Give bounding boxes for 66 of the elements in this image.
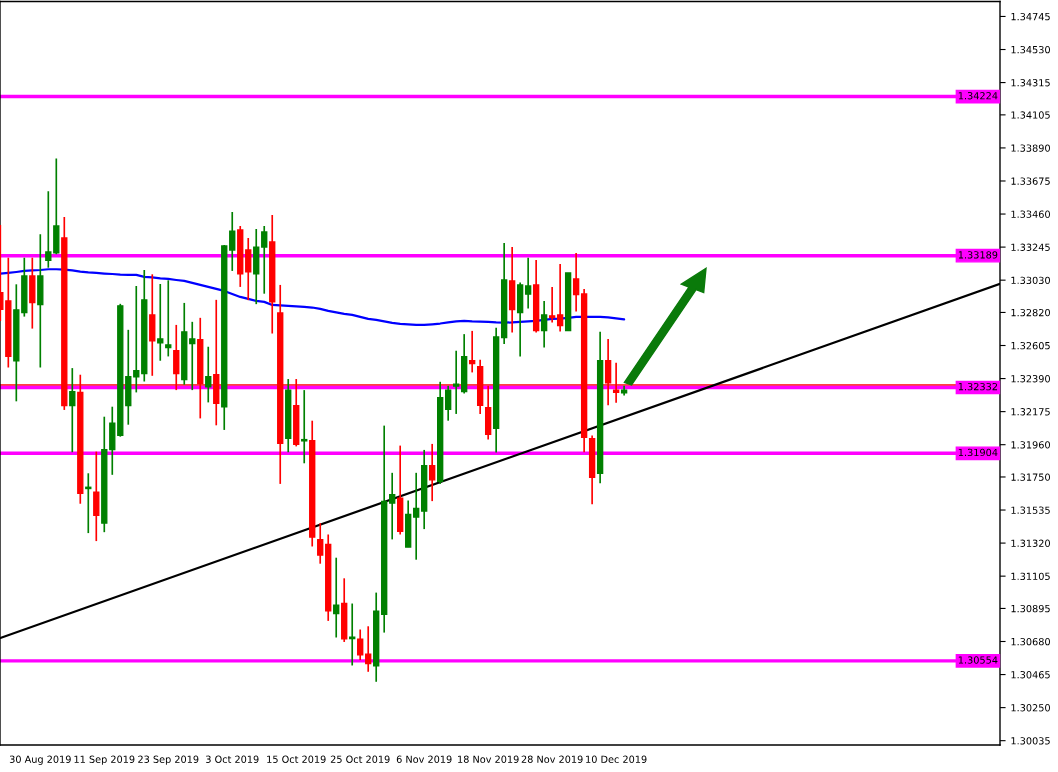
- y-tick-label: 1.30895: [1011, 604, 1050, 613]
- ref-line-label: 1.33189: [958, 251, 998, 259]
- candlestick: [229, 211, 236, 272]
- candlestick: [349, 602, 356, 667]
- candlestick: [45, 190, 52, 269]
- y-tick-label: 1.33675: [1011, 177, 1050, 185]
- y-tick-label: 1.32175: [1011, 408, 1050, 416]
- candlestick: [69, 367, 76, 454]
- y-tick-label: 1.31105: [1011, 572, 1050, 580]
- y-tick-label: 1.32605: [1011, 341, 1050, 350]
- candlestick: [365, 625, 372, 673]
- y-tick-label: 1.32820: [1011, 308, 1050, 317]
- ref-line-label: 1.30554: [958, 656, 998, 664]
- y-tick-label: 1.33460: [1011, 210, 1050, 218]
- y-tick-label: 1.33030: [1011, 276, 1050, 284]
- candlestick: [157, 283, 164, 362]
- y-tick-label: 1.33245: [1011, 243, 1050, 251]
- x-tick-label: 25 Oct 2019: [330, 755, 390, 763]
- y-tick-label: 1.34745: [1011, 12, 1050, 21]
- candlestick: [133, 285, 140, 394]
- y-tick-label: 1.31320: [1011, 539, 1050, 547]
- candlestick: [540, 300, 548, 349]
- x-tick-label: 3 Oct 2019: [206, 755, 259, 763]
- x-tick-label: 10 Dec 2019: [586, 755, 647, 763]
- candlestick: [524, 256, 532, 310]
- x-tick-label: 28 Nov 2019: [521, 755, 583, 763]
- x-tick-label: 11 Sep 2019: [74, 755, 135, 765]
- x-tick-label: 18 Nov 2019: [458, 755, 519, 763]
- y-tick-label: 1.34315: [1011, 79, 1050, 87]
- candlestick: [548, 286, 556, 324]
- y-tick-label: 1.31960: [1011, 441, 1050, 449]
- candlestick: [452, 349, 460, 415]
- y-tick-label: 1.30680: [1011, 637, 1050, 646]
- candlestick: [556, 263, 564, 333]
- candlestick: [189, 320, 196, 391]
- ref-line-label: 1.34224: [958, 92, 998, 100]
- x-tick-label: 6 Nov 2019: [396, 755, 452, 763]
- candlestick: [445, 384, 452, 422]
- candlestick: [245, 237, 252, 301]
- y-tick-label: 1.30035: [1011, 737, 1050, 745]
- candlestick: [389, 471, 396, 541]
- y-tick-label: 1.30465: [1011, 671, 1050, 679]
- x-tick-label: 15 Oct 2019: [267, 755, 326, 763]
- ref-line-label: 1.32332: [958, 382, 998, 391]
- y-tick-label: 1.34530: [1011, 46, 1050, 54]
- candlestick: [93, 450, 100, 542]
- candlestick: [261, 225, 268, 295]
- candlestick: [357, 628, 364, 661]
- candlestick: [468, 330, 476, 374]
- candlestick: [572, 252, 580, 313]
- ref-line-label: 1.31904: [958, 448, 998, 457]
- candlestick: [333, 556, 340, 639]
- y-tick-label: 1.33890: [1011, 144, 1050, 152]
- x-tick-label: 30 Aug 2019: [9, 755, 71, 765]
- y-tick-label: 1.31535: [1011, 506, 1050, 514]
- candlestick: [413, 471, 420, 561]
- candlestick: [301, 389, 308, 465]
- y-tick-label: 1.30250: [1011, 704, 1050, 712]
- y-tick-label: 1.32390: [1011, 375, 1050, 383]
- candlestick: [205, 345, 212, 404]
- candlestick: [165, 279, 172, 358]
- y-tick-label: 1.34105: [1011, 111, 1050, 119]
- candlestick: [317, 522, 324, 565]
- candlestick: [429, 443, 436, 502]
- y-tick-label: 1.31750: [1011, 473, 1050, 481]
- x-tick-label: 23 Sep 2019: [138, 755, 199, 765]
